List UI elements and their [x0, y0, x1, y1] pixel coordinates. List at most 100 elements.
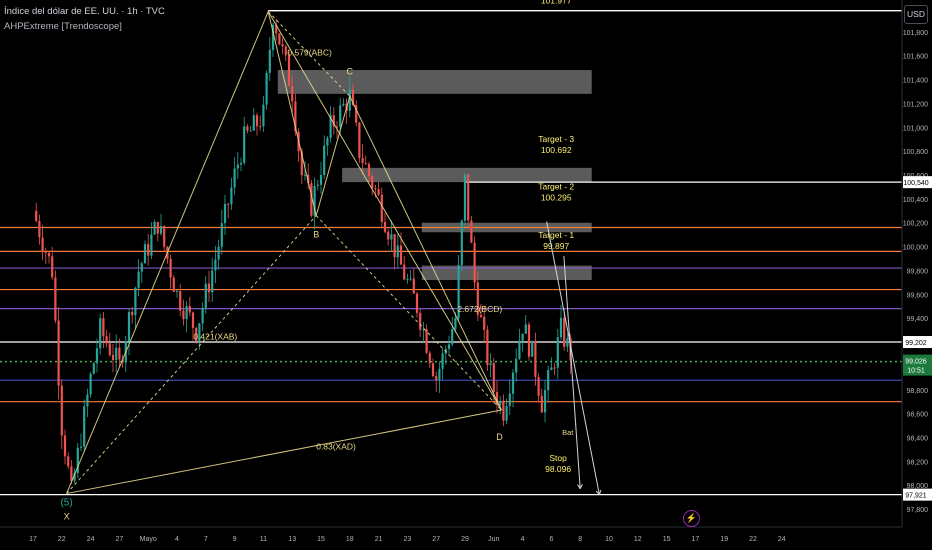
candle-body	[233, 168, 236, 188]
candle-body	[486, 329, 489, 366]
candle-body	[182, 310, 185, 320]
candle-body	[342, 103, 345, 106]
price-axis-tick: 99,400	[907, 316, 929, 323]
pattern-leg-xa	[66, 11, 269, 494]
price-axis-tick: 98,800	[907, 388, 929, 395]
target-name: Target - 3	[538, 134, 574, 144]
candle-body	[41, 237, 44, 252]
price-axis-tick: 97,800	[907, 507, 929, 514]
candle-body	[326, 137, 329, 146]
candle-body	[92, 363, 95, 374]
candle-body	[252, 115, 255, 131]
candle-body	[492, 363, 495, 393]
candle-body	[515, 358, 518, 373]
projection-arrow	[563, 256, 581, 489]
candle-body	[63, 435, 67, 457]
candle-body	[153, 222, 156, 235]
target-zone	[342, 167, 592, 183]
candle-body	[403, 264, 406, 280]
candle-body	[47, 252, 51, 257]
candle-body	[348, 89, 351, 111]
pattern-point-b: B	[313, 230, 319, 240]
time-axis-tick: 4	[521, 536, 525, 543]
candle-body	[540, 395, 543, 413]
candle-body	[457, 265, 460, 319]
candle-body	[51, 256, 54, 278]
pattern-point-c: C	[347, 66, 354, 76]
candle-body	[275, 24, 278, 34]
candle-body	[44, 251, 47, 253]
candle-body	[169, 258, 172, 278]
candle-body	[140, 263, 143, 272]
candle-body	[271, 24, 275, 50]
candle-body	[508, 393, 511, 407]
candle-body	[470, 220, 473, 243]
pattern-diag-bd	[315, 215, 502, 411]
candle-body	[332, 115, 335, 127]
target-value: 100.692	[541, 145, 572, 155]
candle-body	[329, 115, 332, 138]
candle-body	[566, 338, 569, 347]
candle-body	[188, 305, 191, 313]
price-axis-tick: 101,800	[903, 30, 928, 37]
price-axis-tick: 98,400	[907, 435, 929, 442]
candle-body	[99, 318, 102, 349]
lightning-icon[interactable]: ⚡	[683, 510, 700, 527]
target-name: Target - 2	[538, 181, 574, 191]
candle-body	[431, 363, 435, 377]
candle-body	[214, 259, 217, 271]
time-axis-tick: 17	[692, 536, 700, 543]
candle-body	[70, 466, 73, 481]
candle-body	[201, 307, 204, 324]
time-axis-tick: 24	[87, 536, 95, 543]
price-axis-tick: 100,000	[903, 245, 928, 252]
candle-body	[323, 145, 326, 175]
currency-button[interactable]: USD	[904, 5, 928, 24]
candle-body	[198, 323, 201, 342]
time-axis-tick: 13	[288, 536, 296, 543]
candle-body	[531, 340, 534, 357]
time-axis-tick: Mayo	[140, 536, 157, 543]
indicator-name[interactable]: AHPExtreme [Trendoscope]	[4, 21, 122, 32]
candle-body	[524, 324, 527, 334]
projection-arrow	[546, 221, 600, 495]
last-price-badge	[903, 354, 932, 376]
candle-body	[371, 175, 374, 188]
price-axis-tick: 99,600	[907, 292, 929, 299]
pattern-diag-xb	[66, 215, 317, 494]
candle-body	[563, 317, 566, 347]
candle-body	[108, 343, 111, 355]
price-axis-tick: 99,800	[907, 268, 929, 275]
time-axis-tick: 22	[749, 536, 757, 543]
candle-body	[399, 245, 403, 265]
candle-body	[307, 174, 310, 184]
candle-body	[547, 370, 550, 391]
candle-body	[259, 126, 262, 128]
candle-body	[435, 376, 438, 381]
time-axis-tick: 23	[404, 536, 412, 543]
candle-body	[351, 89, 355, 105]
candle-body	[387, 231, 390, 240]
candle-body	[473, 242, 476, 283]
candle-body	[236, 164, 239, 169]
pattern-leg-xd	[66, 409, 502, 495]
candle-body	[409, 278, 412, 280]
time-axis-tick: 22	[58, 536, 66, 543]
time-axis-tick: 15	[663, 536, 671, 543]
candle-body	[479, 314, 483, 317]
candle-body	[249, 130, 252, 132]
candle-body	[300, 151, 303, 176]
candle-body	[60, 385, 63, 436]
candle-body	[527, 324, 531, 357]
time-axis-tick: 4	[175, 536, 179, 543]
candle-body	[284, 46, 287, 56]
candle-body	[451, 329, 454, 345]
price-axis-tick: 98,600	[907, 412, 929, 419]
time-axis-tick: 6	[549, 536, 553, 543]
price-label-99202-bg	[903, 336, 932, 349]
target-zone	[421, 265, 592, 280]
price-label-99202: 99,202	[905, 340, 927, 347]
candle-body	[335, 126, 339, 128]
